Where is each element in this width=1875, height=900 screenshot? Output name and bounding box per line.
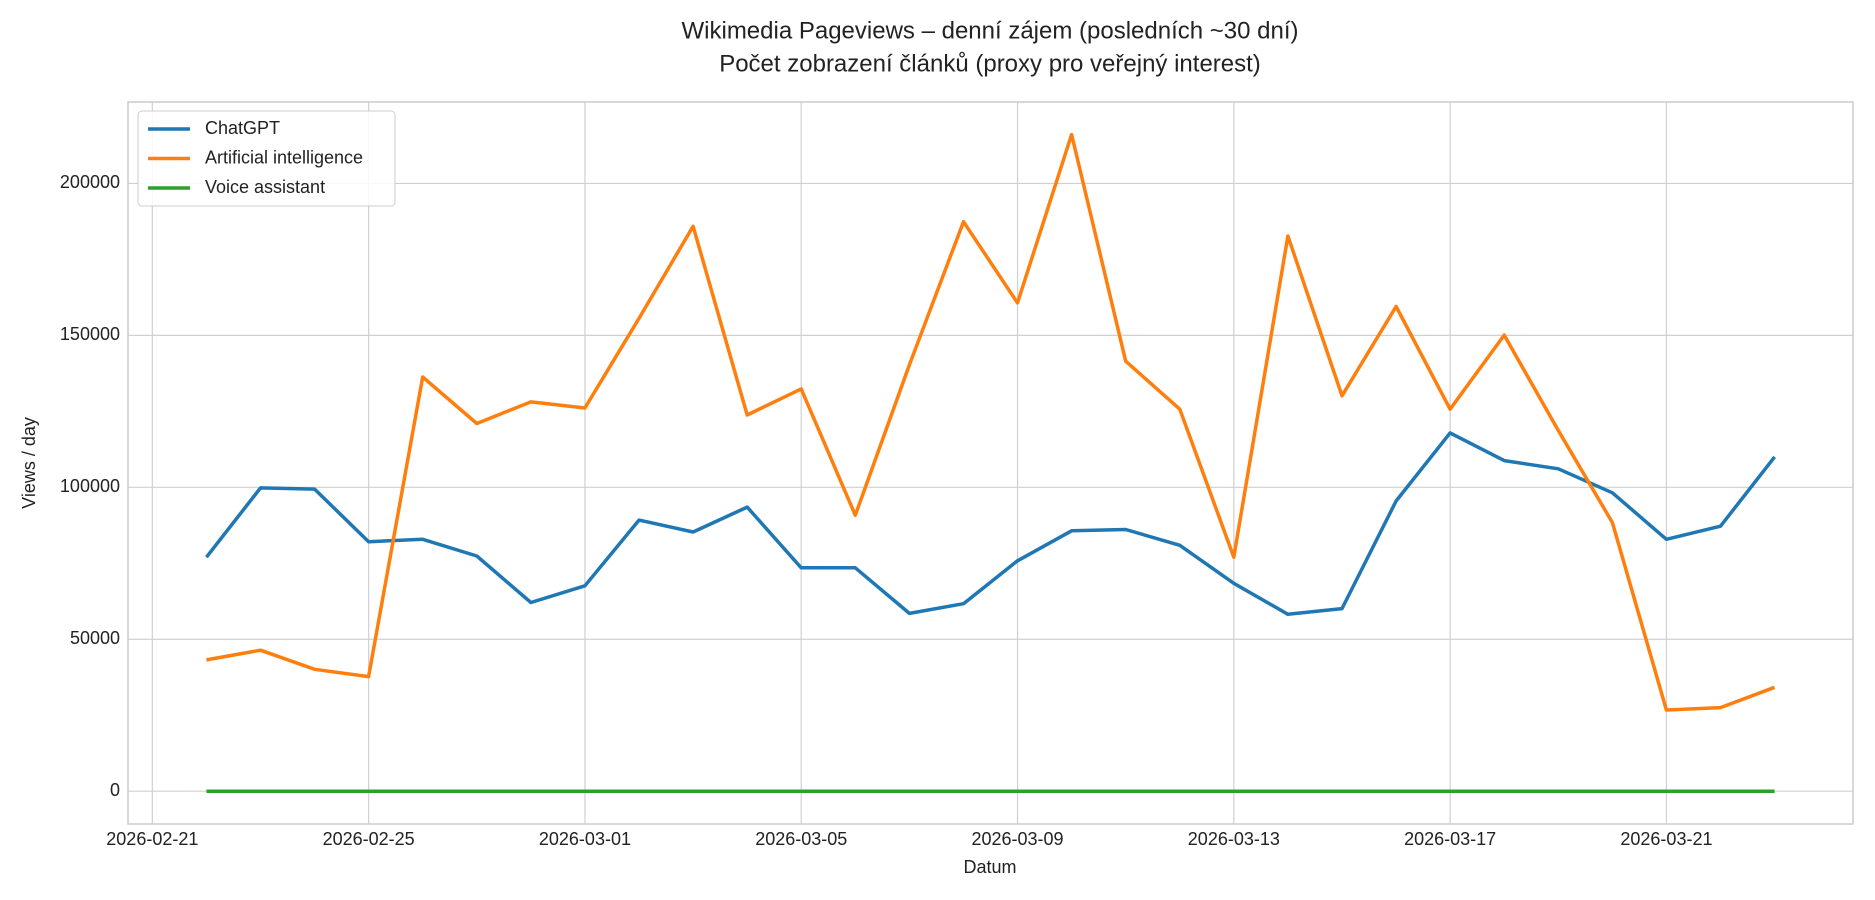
legend-label: Voice assistant [205, 177, 325, 197]
chart-subtitle: Počet zobrazení článků (proxy pro veřejn… [719, 50, 1261, 77]
plot-frame [127, 101, 1854, 825]
y-tick-label: 100000 [60, 476, 120, 496]
legend-label: ChatGPT [205, 118, 280, 138]
x-tick-label: 2026-03-21 [1620, 829, 1712, 849]
legend-box [137, 110, 396, 207]
x-tick-label: 2026-02-25 [323, 829, 415, 849]
x-tick-label: 2026-03-17 [1404, 829, 1496, 849]
y-tick-label: 50000 [70, 628, 120, 648]
y-tick-label: 150000 [60, 324, 120, 344]
y-axis-label: Views / day [19, 417, 39, 509]
x-tick-label: 2026-03-09 [971, 829, 1063, 849]
x-tick-label: 2026-02-21 [106, 829, 198, 849]
legend: ChatGPT Artificial intelligence Voice assi… [137, 110, 396, 207]
series-line [205, 431, 1776, 617]
legend-label: Artificial intelligence [205, 147, 363, 167]
chart-title: Wikimedia Pageviews – denní zájem (posle… [682, 17, 1299, 44]
x-tick-label: 2026-03-01 [539, 829, 631, 849]
y-tick-label: 200000 [60, 172, 120, 192]
x-axis-label: Datum [963, 857, 1016, 877]
grid [128, 102, 1853, 824]
series-line [206, 132, 1776, 712]
x-tick-label: 2026-03-13 [1188, 829, 1280, 849]
x-tick-label: 2026-03-05 [755, 829, 847, 849]
y-tick-label: 0 [110, 780, 120, 800]
